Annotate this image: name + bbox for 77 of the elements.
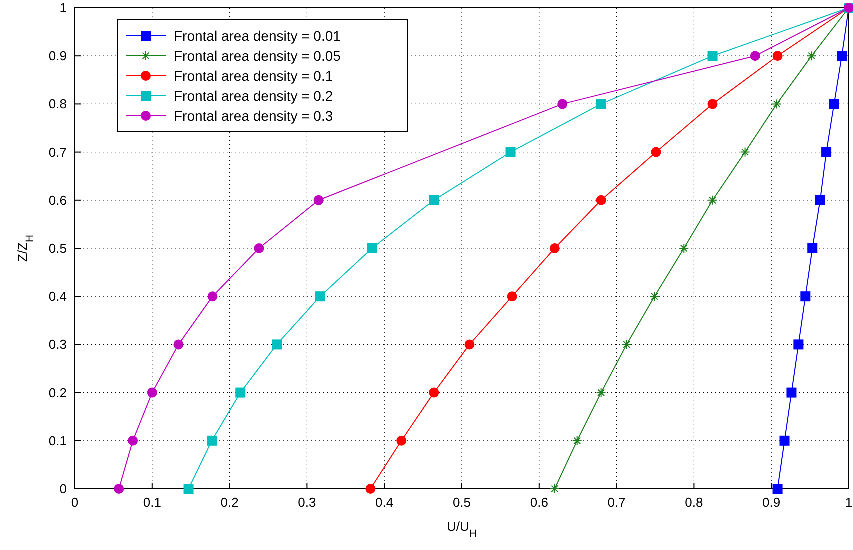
point	[708, 99, 718, 110]
x-tick-label: 0.5	[452, 495, 472, 510]
point	[254, 244, 264, 254]
point	[650, 292, 660, 302]
point	[507, 292, 518, 302]
x-tick-label: 0	[71, 495, 79, 510]
x-tick-label: 0.9	[762, 495, 781, 510]
point	[429, 195, 440, 206]
point	[147, 388, 158, 398]
legend-label: Frontal area density = 0.05	[174, 48, 342, 64]
legend-label: Frontal area density = 0.01	[174, 28, 342, 44]
point	[314, 195, 324, 206]
point	[315, 292, 326, 302]
point	[236, 388, 246, 398]
y-tick-label: 0.4	[48, 289, 67, 304]
point	[596, 388, 606, 398]
x-tick-label: 0.1	[143, 495, 162, 510]
point	[772, 51, 783, 62]
x-tick-label: 0.8	[685, 495, 704, 510]
point	[184, 484, 194, 494]
point	[815, 195, 826, 206]
x-tick-label: 0.7	[608, 495, 626, 510]
point	[740, 147, 750, 158]
point	[558, 99, 568, 110]
point	[822, 147, 832, 158]
x-axis-title: U/U$_{H}$	[447, 519, 477, 540]
y-tick-label: 0.5	[48, 241, 67, 256]
point	[800, 292, 811, 302]
x-tick-label: 1	[845, 495, 853, 510]
point	[679, 244, 690, 254]
point	[464, 340, 475, 350]
point	[506, 147, 516, 158]
point	[780, 436, 790, 446]
legend-label: Frontal area density = 0.2	[174, 88, 334, 104]
point	[829, 99, 840, 110]
point	[772, 484, 783, 494]
point	[366, 484, 376, 494]
x-tick-label: 0.4	[376, 495, 394, 510]
point	[572, 436, 582, 446]
point	[708, 195, 718, 206]
point	[429, 388, 440, 398]
y-tick-label: 1	[60, 0, 67, 16]
y-tick-label: 0.3	[48, 337, 67, 352]
y-tick-label: 0.8	[48, 96, 67, 112]
legend-label: Frontal area density = 0.1	[174, 68, 334, 84]
point	[786, 388, 797, 398]
y-tick-label: 0.9	[48, 48, 67, 64]
point	[808, 244, 818, 254]
point	[550, 244, 560, 254]
x-tick-label: 0.3	[298, 495, 316, 510]
point	[596, 99, 606, 110]
point	[272, 340, 282, 350]
point	[772, 99, 782, 110]
x-tick-label: 0.6	[530, 495, 548, 510]
point	[396, 436, 407, 446]
point	[596, 195, 606, 206]
y-tick-label: 0.6	[48, 192, 67, 208]
x-tick-label: 0.2	[220, 495, 239, 510]
point	[114, 484, 124, 494]
point	[794, 340, 804, 350]
y-tick-label: 0	[60, 482, 67, 496]
point	[837, 51, 848, 62]
point	[128, 436, 138, 446]
point	[208, 292, 218, 302]
point	[174, 340, 184, 350]
point	[622, 340, 632, 350]
point	[651, 147, 662, 158]
y-tick-label: 0.2	[48, 385, 67, 400]
legend-label: Frontal area density = 0.3	[174, 108, 334, 124]
point	[806, 51, 817, 62]
point	[207, 436, 217, 446]
point	[367, 244, 378, 254]
y-tick-label: 0.7	[48, 144, 67, 160]
point	[550, 484, 560, 494]
point	[750, 51, 760, 62]
point	[708, 51, 718, 62]
y-tick-label: 0.1	[48, 433, 67, 448]
